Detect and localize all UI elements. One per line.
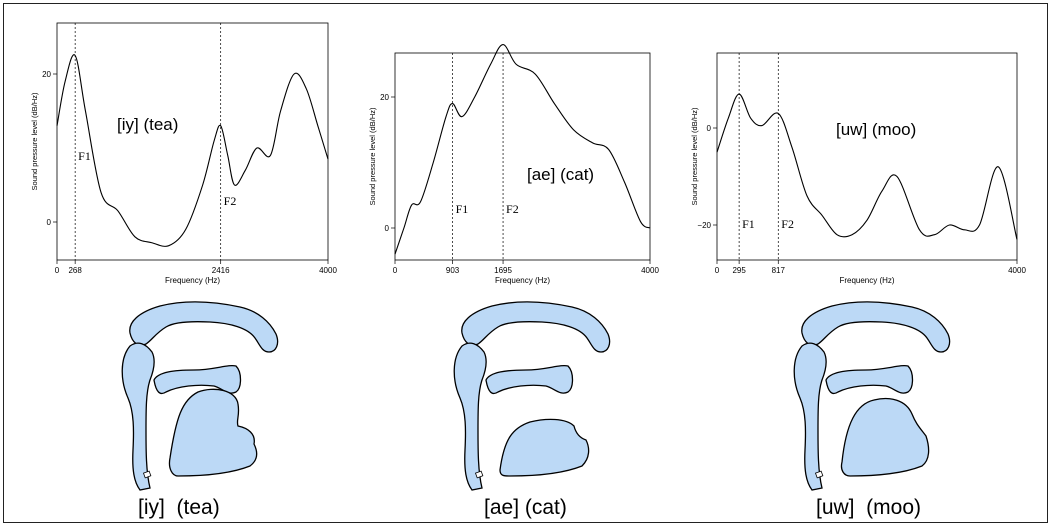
x-axis-label: Frequency (Hz) [839, 276, 894, 285]
vowel-annotation: [uw] (moo) [836, 120, 916, 139]
palate-shape [129, 301, 279, 353]
palate-shape [801, 301, 951, 353]
y-axis-label: Sound pressure level (dB/Hz) [30, 92, 39, 190]
formant-label-f1: F1 [456, 202, 469, 216]
x-tick-label: 4000 [1008, 266, 1026, 275]
spectrum-line [716, 93, 1018, 240]
lip-shape [485, 364, 574, 395]
figure-frame [3, 3, 1048, 523]
pharynx-shape [793, 342, 827, 491]
y-tick-label: 0 [707, 124, 712, 133]
x-tick-label: 4000 [641, 266, 659, 275]
x-tick-label: 1695 [494, 266, 512, 275]
formant-label-f1: F1 [78, 149, 91, 163]
x-tick-label: 4000 [319, 266, 337, 275]
spectra-charts: F1 F2 0 268 2416 4000 0 20 Frequency (Hz) Sound p… [30, 22, 1026, 285]
caption-uw-moo: [uw] (moo) [816, 496, 922, 519]
vocal-tract-2 [793, 301, 951, 491]
pharynx-shape [453, 342, 487, 491]
vocal-tract-1 [453, 301, 611, 491]
x-axis-label: Frequency (Hz) [165, 276, 220, 285]
x-tick-label: 268 [68, 266, 82, 275]
x-tick-label: 2416 [212, 266, 230, 275]
spectrum-chart-0: F1 F2 0 268 2416 4000 0 20 Frequency (Hz) Sound p… [30, 22, 337, 285]
x-tick-label: 0 [55, 266, 60, 275]
y-tick-label: 0 [47, 218, 52, 227]
y-axis-label: Sound pressure level (dB/Hz) [690, 107, 699, 205]
y-axis-label: Sound pressure level (dB/Hz) [368, 107, 377, 205]
vocal-tract-diagrams [121, 301, 951, 491]
glottis-mark [474, 470, 484, 479]
y-tick-label: 0 [385, 224, 390, 233]
spectrum-chart-2: F1 F2 0 295 817 4000 0 −20 Frequency (Hz) Sound p… [690, 52, 1026, 285]
spectrum-line [56, 54, 329, 247]
x-tick-label: 0 [715, 266, 720, 275]
tongue-shape [168, 388, 258, 477]
plot-area [716, 52, 1018, 261]
formant-label-f2: F2 [224, 194, 237, 208]
palate-shape [461, 301, 611, 353]
spectrum-chart-1: F1 F2 0 903 1695 4000 0 20 Frequency (Hz) Sound p… [368, 44, 659, 285]
vowel-annotation: [ae] (cat) [527, 165, 594, 184]
glottis-mark [142, 470, 152, 479]
formant-label-f2: F2 [781, 217, 794, 231]
formant-label-f2: F2 [506, 202, 519, 216]
x-axis-label: Frequency (Hz) [495, 276, 550, 285]
x-tick-label: 295 [732, 266, 746, 275]
caption-iy-tea: [iy] (tea) [138, 496, 220, 519]
tongue-shape [499, 418, 590, 477]
spectrum-line [394, 44, 651, 255]
x-tick-label: 903 [446, 266, 460, 275]
vocal-tract-0 [121, 301, 279, 491]
caption-ae-cat: [ae] (cat) [484, 496, 567, 519]
plot-area [56, 22, 329, 261]
tongue-shape [840, 397, 930, 477]
y-tick-label: 20 [380, 93, 389, 102]
plot-area [394, 52, 651, 261]
glottis-mark [814, 470, 824, 479]
lip-shape [825, 364, 914, 395]
vowel-annotation: [iy] (tea) [117, 115, 178, 134]
y-tick-label: 20 [42, 70, 51, 79]
lip-shape [153, 364, 242, 395]
pharynx-shape [121, 342, 155, 491]
y-tick-label: −20 [697, 221, 711, 230]
formant-label-f1: F1 [742, 217, 755, 231]
x-tick-label: 0 [393, 266, 398, 275]
x-tick-label: 817 [772, 266, 786, 275]
